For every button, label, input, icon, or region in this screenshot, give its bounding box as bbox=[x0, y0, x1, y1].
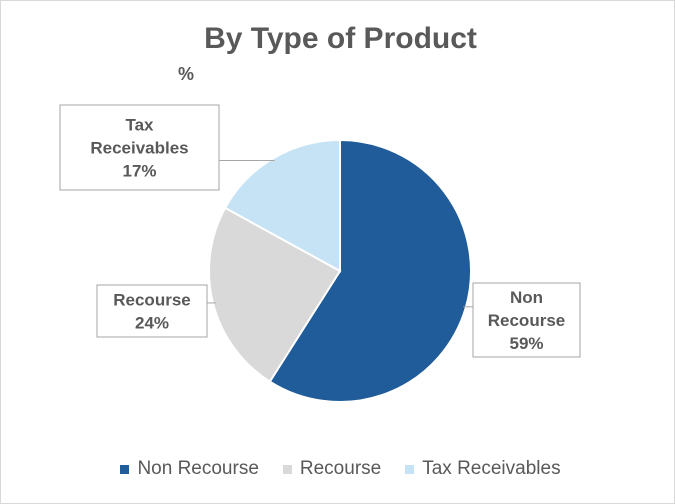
data-label-non-recourse: 59% bbox=[509, 334, 543, 353]
callout-box-non-recourse bbox=[472, 282, 581, 358]
chart-subtitle: % bbox=[178, 64, 195, 84]
legend-label-recourse: Recourse bbox=[299, 458, 382, 479]
chart-title: By Type of Product bbox=[204, 22, 477, 55]
pie-slice-non-recourse bbox=[268, 138, 472, 403]
legend-swatch-recourse bbox=[282, 464, 292, 474]
callout-box-tax-receivables bbox=[59, 104, 220, 191]
legend-item-tax-receivables: Tax Receivables bbox=[405, 458, 561, 480]
legend-swatch-non-recourse bbox=[120, 464, 130, 474]
category-label-tax-receivables: Receivables bbox=[90, 139, 188, 158]
category-label-recourse: Recourse bbox=[113, 291, 190, 310]
legend-label-tax-receivables: Tax Receivables bbox=[422, 458, 561, 479]
pie-slice-tax-receivables bbox=[223, 138, 341, 273]
pie-callouts: Non Recourse 59% Recourse 24% Tax Receivables 1… bbox=[59, 104, 581, 358]
category-label-tax-receivables: Tax bbox=[125, 116, 154, 135]
legend-item-non-recourse: Non Recourse bbox=[120, 458, 259, 480]
category-label-non-recourse: Non bbox=[510, 288, 543, 307]
legend-label-non-recourse: Non Recourse bbox=[137, 458, 259, 479]
legend-swatch-tax-receivables bbox=[405, 464, 415, 474]
data-label-tax-receivables: 17% bbox=[122, 162, 156, 181]
legend-item-recourse: Recourse bbox=[282, 458, 382, 480]
callout-box-recourse bbox=[96, 284, 208, 338]
data-label-recourse: 24% bbox=[135, 314, 169, 333]
pie-slices bbox=[208, 138, 472, 403]
legend: Non Recourse Recourse Tax Receivables bbox=[0, 458, 675, 480]
pie-slice-recourse bbox=[208, 206, 342, 383]
category-label-non-recourse: Recourse bbox=[488, 311, 565, 330]
